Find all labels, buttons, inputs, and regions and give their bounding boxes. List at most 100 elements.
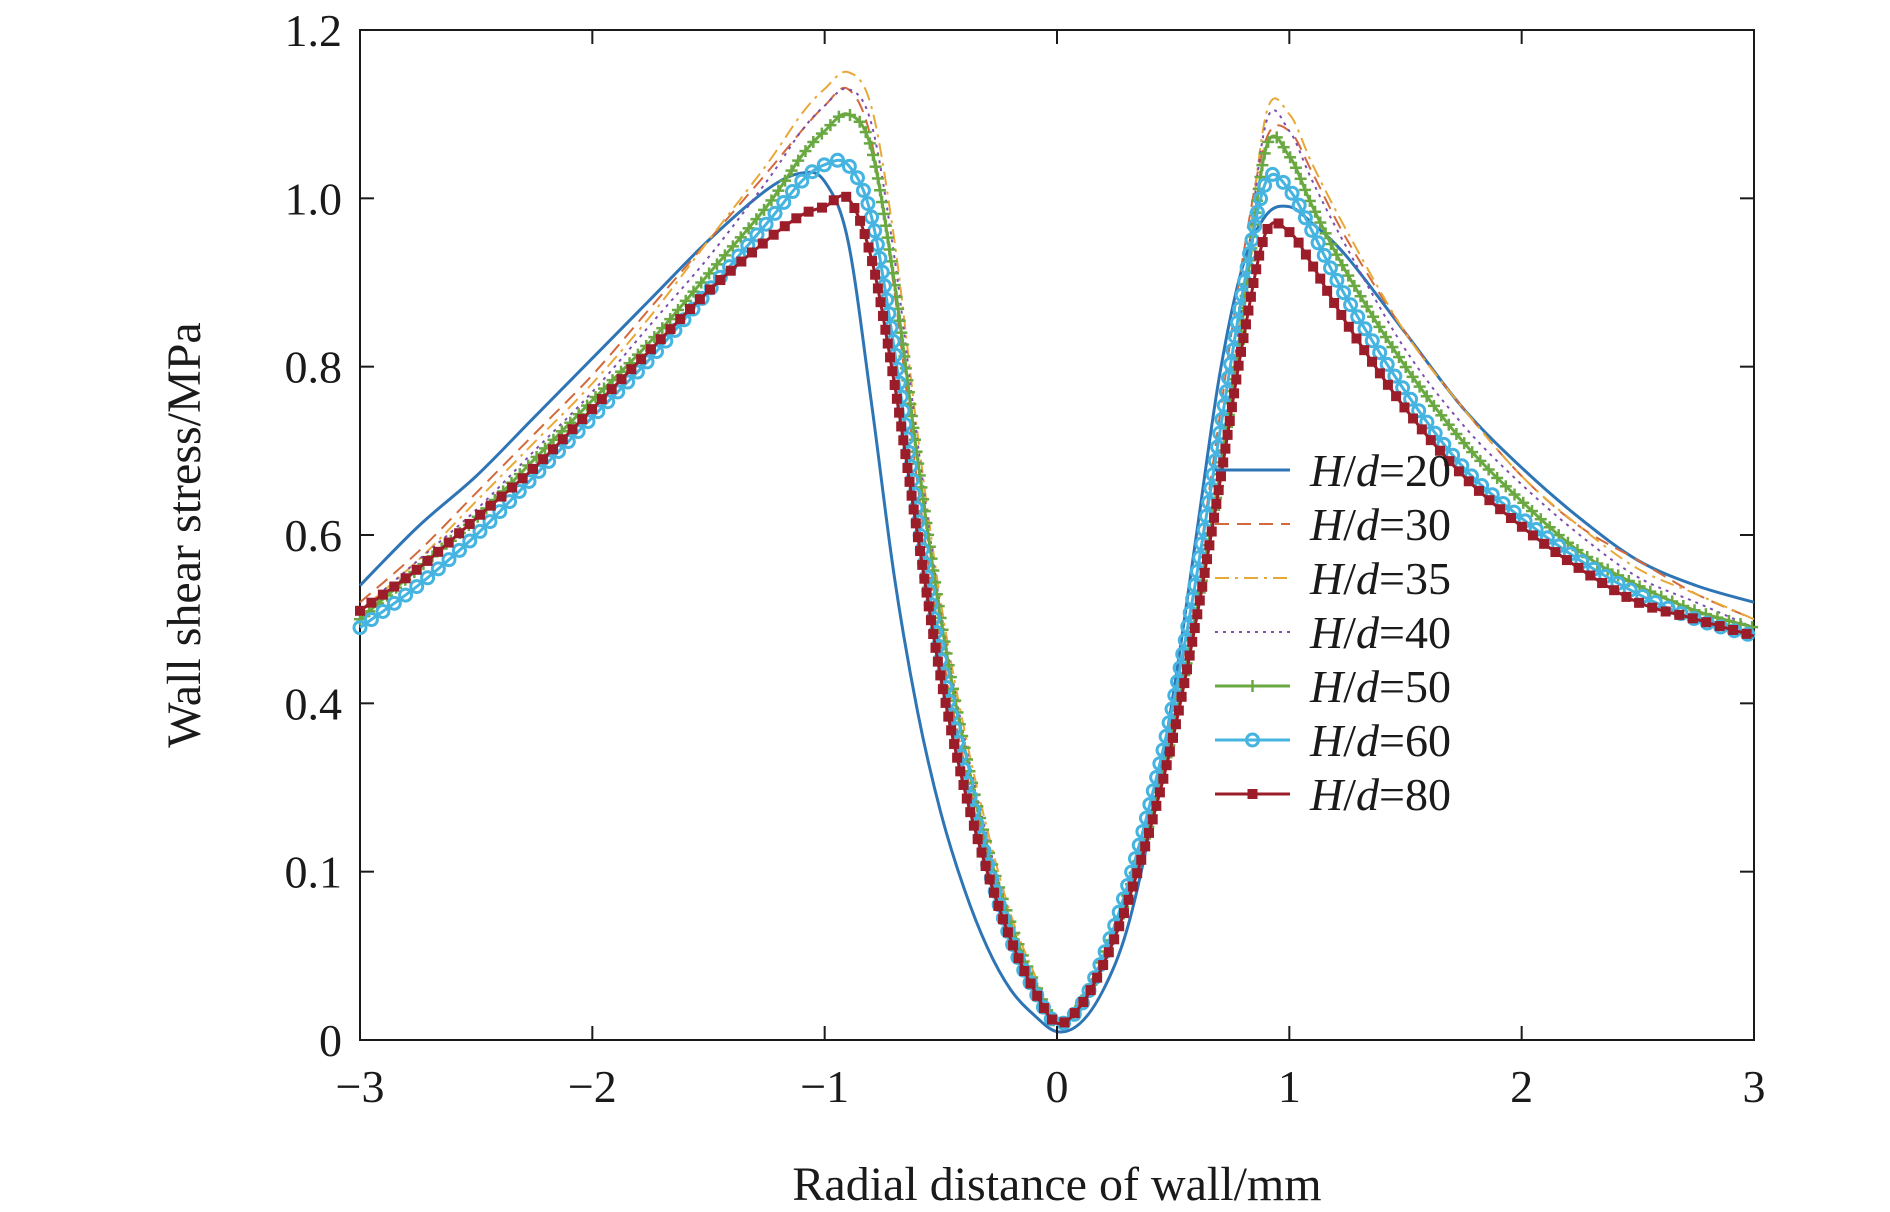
legend-item: H/d=30 <box>1215 499 1451 550</box>
series-marker <box>980 861 991 872</box>
series-marker <box>993 900 1004 911</box>
legend-item: H/d=20 <box>1215 445 1451 496</box>
series-marker <box>904 476 915 487</box>
series-marker <box>922 528 935 541</box>
series-marker <box>1284 185 1300 201</box>
series-marker <box>984 874 995 885</box>
series-marker <box>1189 623 1200 634</box>
series-marker <box>1442 418 1455 431</box>
series-marker <box>485 500 496 511</box>
ticks-layer: −3 −2 −1 0 1 2 3 0 0.1 0.4 0.6 0.8 1.0 1.2 <box>285 5 1766 1112</box>
series-marker <box>1660 606 1671 617</box>
legend-item: H/d=50 <box>1215 661 1451 712</box>
series-marker <box>1300 249 1311 260</box>
series-marker <box>816 157 832 173</box>
series-marker <box>1609 585 1620 596</box>
series-marker <box>517 473 528 484</box>
series-marker <box>768 229 779 240</box>
series-marker <box>1508 488 1521 501</box>
series-marker <box>952 752 963 763</box>
series-marker <box>915 546 926 557</box>
series-marker <box>1350 309 1366 325</box>
series-marker <box>1147 814 1158 825</box>
series-line <box>359 158 1755 1026</box>
series-marker <box>961 793 972 804</box>
series-marker <box>1379 356 1395 372</box>
series-marker <box>1354 290 1367 303</box>
series-marker <box>1343 297 1359 313</box>
series-marker <box>863 137 876 150</box>
series-marker <box>1539 538 1550 549</box>
series-marker <box>1000 923 1016 939</box>
series-marker <box>1336 285 1352 301</box>
series-marker <box>799 145 812 158</box>
series-marker <box>877 207 890 220</box>
x-tick-label: −2 <box>568 1061 617 1112</box>
series-marker <box>1291 197 1307 213</box>
series-marker <box>1192 609 1203 620</box>
series-marker <box>422 555 433 566</box>
series-marker <box>1231 374 1242 385</box>
series-marker <box>1249 204 1265 220</box>
series-marker <box>1206 526 1217 537</box>
series-marker <box>923 540 936 553</box>
series-marker <box>1098 960 1109 971</box>
series-marker <box>1002 927 1013 938</box>
series-marker <box>849 170 865 186</box>
legend: H/d=20H/d=30H/d=35H/d=40H/d=50H/d=60H/d=… <box>1215 445 1451 820</box>
legend-item: H/d=60 <box>1215 715 1451 766</box>
series-marker <box>725 265 736 276</box>
series-marker <box>1330 248 1343 261</box>
series-marker <box>430 561 446 577</box>
series-marker <box>496 491 507 502</box>
series-marker <box>885 255 898 268</box>
series-marker <box>972 834 983 845</box>
series-h-d-30 <box>359 86 1755 1026</box>
series-marker <box>877 310 888 321</box>
series-marker <box>1236 346 1247 357</box>
series-marker <box>1634 597 1645 608</box>
series-marker <box>1416 424 1427 435</box>
series-marker <box>910 518 921 529</box>
series-marker <box>872 283 883 294</box>
series-marker <box>557 434 568 445</box>
y-tick-label: 0.8 <box>285 342 343 393</box>
series-marker <box>1517 496 1530 509</box>
series-marker <box>863 242 874 253</box>
series-marker <box>375 603 391 619</box>
y-axis-label: Wall shear stress/MPa <box>158 322 211 747</box>
series-marker <box>1315 273 1326 284</box>
series-marker <box>472 523 488 539</box>
legend-label: H/d=30 <box>1309 499 1451 550</box>
x-tick-label: 1 <box>1278 1061 1301 1112</box>
series-marker <box>864 209 880 225</box>
series-marker <box>803 206 814 217</box>
series-marker <box>1132 868 1143 879</box>
series-marker <box>1348 279 1361 292</box>
series-marker <box>1222 429 1233 440</box>
series-h-d-80 <box>355 191 1755 1028</box>
series-marker <box>1211 498 1222 509</box>
series-marker <box>1158 773 1169 784</box>
series-marker <box>1275 174 1291 190</box>
series-marker <box>932 656 943 667</box>
series-marker <box>1197 581 1208 592</box>
series-marker <box>853 115 866 128</box>
series-marker <box>1262 135 1275 148</box>
legend-label: H/d=40 <box>1309 607 1451 658</box>
series-marker <box>1386 341 1399 354</box>
series-marker <box>1284 227 1295 238</box>
series-marker <box>1316 247 1332 263</box>
series-marker <box>1074 995 1090 1011</box>
series-marker <box>804 164 820 180</box>
series-marker <box>910 445 923 458</box>
series-marker <box>765 194 778 207</box>
series-marker <box>1140 841 1151 852</box>
series-marker <box>1434 445 1445 456</box>
series-marker <box>1406 370 1419 383</box>
series-marker <box>998 914 1009 925</box>
series-marker <box>1136 854 1147 865</box>
series-marker <box>1413 380 1426 393</box>
series-marker <box>398 587 414 603</box>
